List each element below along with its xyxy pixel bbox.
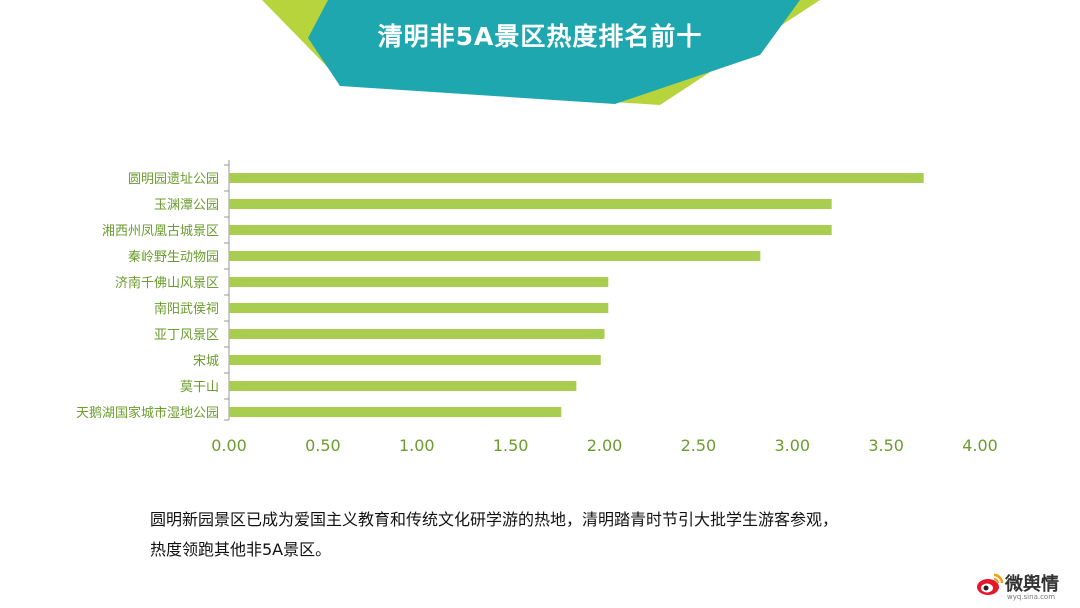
header-banner: [262, 0, 820, 105]
bar: [229, 251, 761, 261]
weibo-eye-icon: [977, 573, 1004, 595]
x-tick-label: 1.00: [399, 436, 435, 455]
bar: [229, 381, 577, 391]
category-label: 莫干山: [180, 380, 219, 395]
bar: [229, 303, 609, 313]
logo-text: 微舆情: [1005, 574, 1059, 595]
category-label: 湘西州凤凰古城景区: [102, 224, 219, 239]
caption-line-2: 热度领跑其他非5A景区。: [150, 540, 332, 559]
x-tick-label: 0.00: [211, 436, 247, 455]
logo-url: wyq.sina.com: [1007, 593, 1056, 601]
x-tick-label: 0.50: [305, 436, 341, 455]
bar: [229, 173, 924, 183]
category-label: 南阳武侯祠: [154, 301, 219, 317]
bar: [229, 277, 609, 287]
bar: [229, 225, 832, 235]
bar-chart: 圆明园遗址公园玉渊潭公园湘西州凤凰古城景区秦岭野生动物园济南千佛山风景区南阳武侯…: [76, 160, 998, 455]
x-tick-label: 2.00: [587, 436, 623, 455]
category-label: 天鹅湖国家城市湿地公园: [76, 405, 219, 421]
banner-teal-shape: [308, 0, 800, 104]
page-title: 清明非5A景区热度排名前十: [377, 22, 703, 51]
caption-line-1: 圆明新园景区已成为爱国主义教育和传统文化研学游的热地，清明踏青时节引大批学生游客…: [150, 510, 839, 529]
x-tick-label: 4.00: [962, 436, 998, 455]
weiyuqing-logo: 微舆情 wyq.sina.com: [975, 565, 1080, 605]
category-label: 宋城: [193, 354, 219, 369]
x-tick-label: 3.00: [774, 436, 810, 455]
category-label: 济南千佛山风景区: [115, 275, 219, 291]
category-label: 玉渊潭公园: [154, 198, 219, 213]
bar: [229, 407, 562, 417]
category-label: 亚丁风景区: [154, 328, 219, 343]
bar: [229, 329, 605, 339]
bar: [229, 355, 601, 365]
bar: [229, 199, 832, 209]
caption-text: 圆明新园景区已成为爱国主义教育和传统文化研学游的热地，清明踏青时节引大批学生游客…: [150, 505, 970, 565]
x-tick-label: 2.50: [681, 436, 717, 455]
category-label: 秦岭野生动物园: [128, 250, 219, 265]
x-tick-label: 3.50: [868, 436, 904, 455]
category-label: 圆明园遗址公园: [128, 172, 219, 187]
x-tick-label: 1.50: [493, 436, 529, 455]
